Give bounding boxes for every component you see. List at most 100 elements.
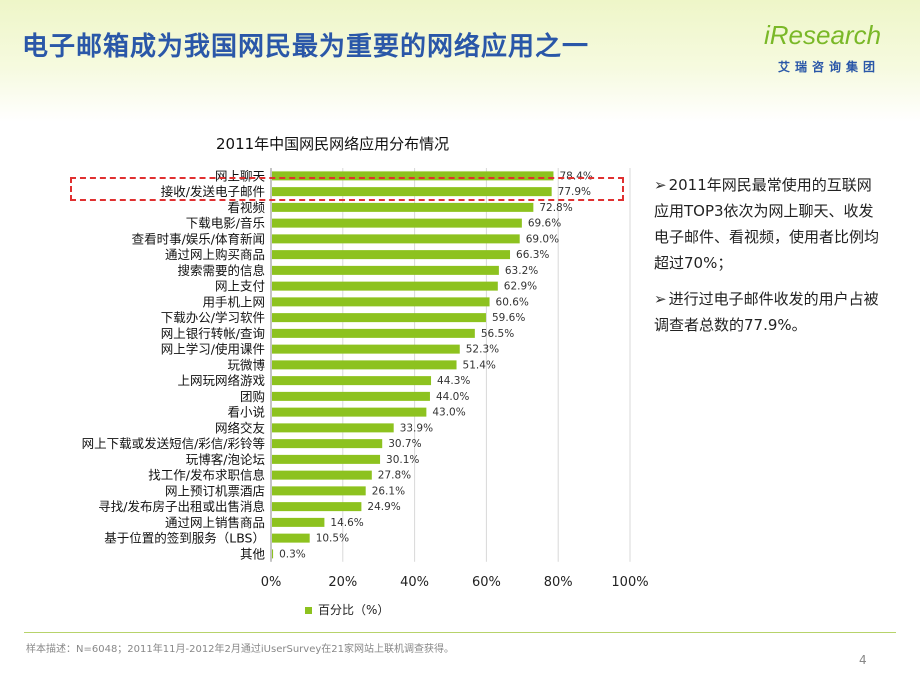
data-label: 72.8% — [539, 202, 572, 214]
category-label: 搜索需要的信息 — [177, 263, 265, 278]
bar — [272, 250, 511, 260]
bar — [272, 313, 486, 323]
category-label: 看视频 — [227, 200, 265, 215]
arrow-bullet-icon: ➢ — [654, 176, 667, 194]
data-label: 51.4% — [463, 359, 496, 371]
x-tick-label: 20% — [328, 575, 357, 590]
bar — [272, 360, 457, 370]
bar — [272, 281, 498, 291]
legend-swatch — [305, 607, 312, 614]
bar — [272, 533, 310, 543]
bar — [272, 171, 554, 181]
category-label: 网上学习/使用课件 — [161, 342, 265, 357]
category-label: 网上支付 — [215, 279, 265, 294]
page-title: 电子邮箱成为我国网民最为重要的网络应用之一 — [22, 32, 590, 62]
bar — [272, 549, 274, 559]
page-number: 4 — [859, 653, 867, 667]
data-label: 66.3% — [516, 249, 549, 261]
category-label: 基于位置的签到服务（LBS） — [104, 531, 265, 546]
category-label: 通过网上销售商品 — [165, 515, 265, 530]
bar — [272, 486, 366, 496]
highlight-box — [70, 177, 624, 201]
bar — [272, 470, 372, 480]
data-label: 43.0% — [432, 407, 465, 419]
bar — [272, 265, 499, 275]
note-text: 2011年网民最常使用的互联网应用TOP3依次为网上聊天、收发电子邮件、看视频，… — [654, 176, 880, 272]
data-label: 56.5% — [481, 328, 514, 340]
data-label: 30.7% — [388, 438, 421, 450]
arrow-bullet-icon: ➢ — [654, 290, 667, 308]
logo-main-text: iResearch — [764, 20, 882, 50]
bar — [272, 234, 520, 244]
x-tick-label: 0% — [261, 575, 282, 590]
notes-panel: ➢ 2011年网民最常使用的互联网应用TOP3依次为网上聊天、收发电子邮件、看视频… — [654, 172, 884, 348]
bar — [272, 391, 430, 401]
category-label: 下载电影/音乐 — [186, 216, 265, 231]
category-label: 网上下载或发送短信/彩信/彩铃等 — [82, 436, 265, 451]
data-label: 26.1% — [372, 485, 405, 497]
bar — [272, 407, 427, 417]
bar — [272, 454, 381, 464]
category-label: 团购 — [240, 389, 265, 404]
data-label: 14.6% — [330, 517, 363, 529]
bar — [272, 344, 460, 354]
category-label: 用手机上网 — [202, 294, 265, 309]
data-label: 78.4% — [559, 170, 592, 182]
category-label: 下载办公/学习软件 — [161, 310, 265, 325]
iresearch-logo: iResearch 艾瑞咨询集团 — [752, 20, 902, 82]
footnote: 样本描述：N=6048；2011年11月-2012年2月通过iUserSurve… — [26, 644, 454, 655]
header-background — [0, 0, 920, 122]
bar — [272, 376, 432, 386]
footer-divider — [24, 632, 896, 633]
category-label: 接收/发送电子邮件 — [161, 184, 265, 199]
category-label: 其他 — [240, 546, 266, 561]
data-label: 24.9% — [367, 501, 400, 513]
x-tick-label: 40% — [400, 575, 429, 590]
bar — [272, 328, 475, 338]
data-label: 69.0% — [526, 233, 559, 245]
bar — [272, 297, 490, 307]
data-label: 52.3% — [466, 344, 499, 356]
legend-label: 百分比（%） — [318, 603, 390, 617]
note-item: ➢ 进行过电子邮件收发的用户占被调查者总数的77.9%。 — [654, 286, 884, 338]
note-item: ➢ 2011年网民最常使用的互联网应用TOP3依次为网上聊天、收发电子邮件、看视频… — [654, 172, 884, 276]
data-label: 62.9% — [504, 281, 537, 293]
data-label: 59.6% — [492, 312, 525, 324]
data-label: 10.5% — [316, 533, 349, 545]
bar — [272, 218, 522, 228]
category-label: 寻找/发布房子出租或出售消息 — [98, 499, 265, 514]
bar — [272, 202, 534, 212]
data-label: 63.2% — [505, 265, 538, 277]
category-label: 看小说 — [227, 405, 265, 420]
category-label: 网上银行转帐/查询 — [161, 326, 265, 341]
data-label: 44.3% — [437, 375, 470, 387]
chart-legend: 百分比（%） — [305, 601, 389, 618]
data-label: 77.9% — [558, 186, 591, 198]
chart-title: 2011年中国网民网络应用分布情况 — [216, 135, 450, 153]
bar — [272, 187, 552, 197]
x-tick-label: 100% — [611, 575, 648, 590]
bar — [272, 517, 325, 527]
data-label: 60.6% — [496, 296, 529, 308]
x-tick-label: 80% — [544, 575, 573, 590]
category-label: 玩博客/泡论坛 — [186, 452, 265, 467]
data-label: 30.1% — [386, 454, 419, 466]
category-label: 找工作/发布求职信息 — [148, 468, 265, 483]
category-label: 网上预订机票酒店 — [165, 483, 265, 498]
category-label: 玩微博 — [227, 357, 265, 372]
category-label: 查看时事/娱乐/体育新闻 — [132, 231, 265, 246]
bar — [272, 423, 394, 433]
category-label: 通过网上购买商品 — [165, 247, 265, 262]
bar — [272, 502, 362, 512]
category-label: 网上聊天 — [215, 168, 266, 183]
data-label: 69.6% — [528, 218, 561, 230]
data-label: 44.0% — [436, 391, 469, 403]
data-label: 0.3% — [279, 548, 306, 560]
bar — [272, 439, 383, 449]
data-label: 27.8% — [378, 470, 411, 482]
category-label: 网络交友 — [215, 420, 265, 435]
category-label: 上网玩网络游戏 — [177, 373, 265, 388]
logo-sub-text: 艾瑞咨询集团 — [778, 60, 881, 74]
data-label: 33.9% — [400, 422, 433, 434]
x-tick-label: 60% — [472, 575, 501, 590]
